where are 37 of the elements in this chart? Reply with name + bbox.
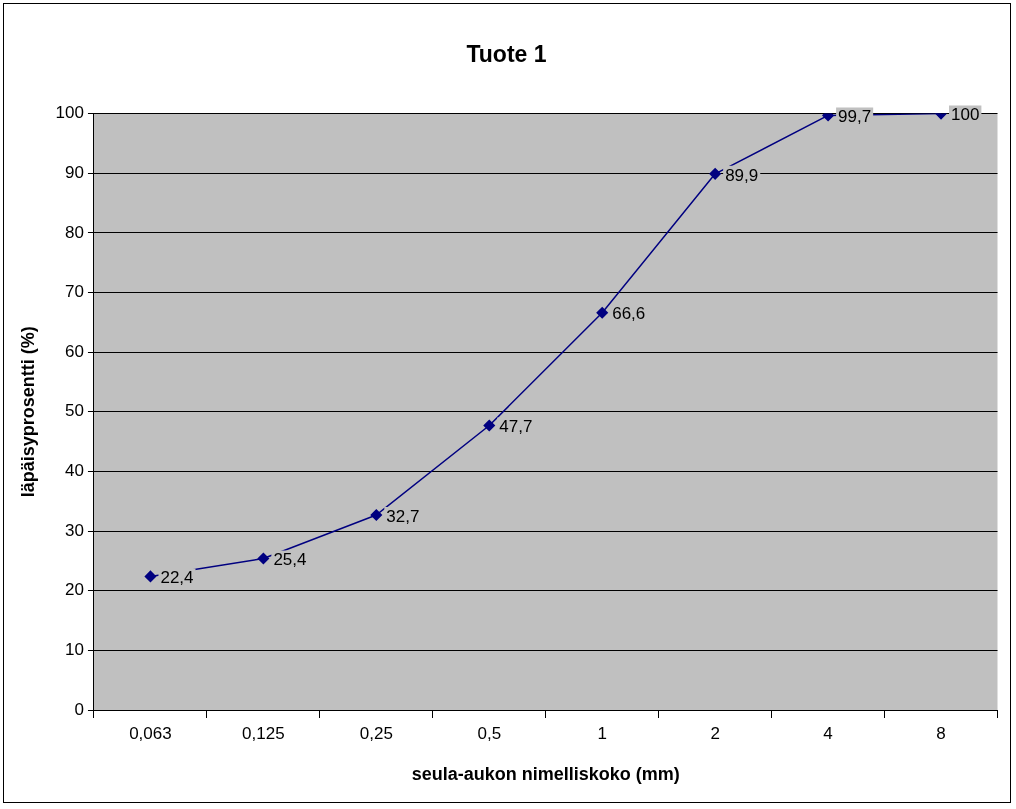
y-tick-label: 80 bbox=[65, 222, 84, 242]
data-label: 25,4 bbox=[273, 550, 307, 570]
point bbox=[596, 307, 608, 319]
data-label: 99,7 bbox=[838, 107, 872, 127]
point bbox=[822, 113, 834, 122]
point bbox=[370, 509, 383, 521]
x-tick-label: 2 bbox=[710, 723, 720, 743]
y-tick-label: 50 bbox=[65, 401, 84, 421]
y-tick-label: 30 bbox=[65, 520, 84, 540]
x-tick-label: 1 bbox=[597, 723, 607, 743]
point bbox=[709, 168, 721, 180]
point bbox=[257, 552, 270, 565]
y-tick-label: 20 bbox=[65, 580, 84, 600]
data-label: 66,6 bbox=[612, 304, 646, 324]
data-label: 32,7 bbox=[386, 506, 420, 526]
x-tick-label: 0,25 bbox=[359, 723, 393, 743]
y-tick-label: 100 bbox=[55, 103, 84, 123]
y-tick-label: 40 bbox=[65, 461, 84, 481]
y-tick-label: 70 bbox=[65, 282, 84, 302]
x-tick-label: 0,063 bbox=[129, 723, 172, 743]
x-tick-label: 0,5 bbox=[477, 723, 502, 743]
point bbox=[483, 419, 496, 432]
y-tick-label: 60 bbox=[65, 341, 84, 361]
y-tick-label: 90 bbox=[65, 162, 84, 182]
y-tick-label: 0 bbox=[74, 699, 84, 719]
chart-title: Tuote 1 bbox=[466, 41, 547, 68]
y-tick-label: 10 bbox=[65, 640, 84, 660]
x-tick-label: 0,125 bbox=[242, 723, 285, 743]
x-axis-title: seula-aukon nimelliskoko (mm) bbox=[411, 764, 680, 785]
data-label: 47,7 bbox=[499, 417, 533, 437]
data-label: 89,9 bbox=[725, 165, 759, 185]
data-label: 22,4 bbox=[160, 568, 194, 588]
x-tick-label: 4 bbox=[823, 723, 833, 743]
x-tick-label: 8 bbox=[936, 723, 946, 743]
y-axis-title: läpäisyprosentti (%) bbox=[17, 326, 38, 498]
data-label: 100 bbox=[951, 105, 980, 125]
point bbox=[144, 570, 157, 583]
